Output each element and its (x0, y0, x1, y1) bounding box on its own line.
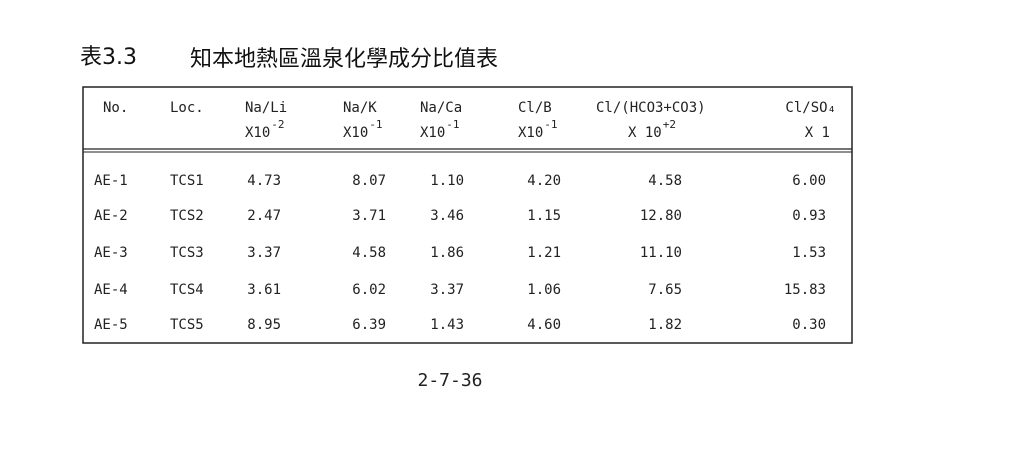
column-header: Na/K (343, 100, 377, 116)
cell-value: 1.21 (527, 245, 561, 261)
column-header: Na/Ca (420, 100, 462, 116)
cell-value: 4.20 (527, 173, 561, 189)
cell-value: 1.53 (792, 245, 826, 261)
cell-value: 3.37 (430, 282, 464, 298)
cell-value: 7.65 (648, 282, 682, 298)
cell-value: 1.10 (430, 173, 464, 189)
row-label: AE-3 (94, 245, 128, 261)
row-label: AE-1 (94, 173, 128, 189)
row-label: TCS1 (170, 173, 204, 189)
cell-value: 4.58 (352, 245, 386, 261)
column-exponent: -1 (544, 118, 557, 131)
cell-value: 6.39 (352, 317, 386, 333)
column-header: Loc. (170, 100, 204, 116)
cell-value: 1.86 (430, 245, 464, 261)
cell-value: 1.82 (648, 317, 682, 333)
column-exponent: +2 (663, 118, 676, 131)
table-number: 表3.3 (80, 45, 137, 70)
cell-value: 8.95 (247, 317, 281, 333)
table-title: 知本地熱區溫泉化學成分比值表 (190, 47, 498, 72)
row-label: AE-4 (94, 282, 128, 298)
column-header: Cl/(HCO3+CO3) (596, 100, 706, 116)
cell-value: 4.73 (247, 173, 281, 189)
column-header: No. (103, 100, 128, 116)
row-label: TCS5 (170, 317, 204, 333)
cell-value: 0.93 (792, 208, 826, 224)
cell-value: 11.10 (640, 245, 682, 261)
column-scale: X10 (420, 125, 445, 141)
cell-value: 2.47 (247, 208, 281, 224)
cell-value: 15.83 (784, 282, 826, 298)
cell-value: 3.71 (352, 208, 386, 224)
cell-value: 0.30 (792, 317, 826, 333)
cell-value: 1.15 (527, 208, 561, 224)
row-label: TCS2 (170, 208, 204, 224)
row-label: TCS4 (170, 282, 204, 298)
cell-value: 1.43 (430, 317, 464, 333)
cell-value: 6.00 (792, 173, 826, 189)
column-exponent: -2 (271, 118, 284, 131)
column-header: Cl/SO₄ (785, 100, 836, 116)
page-number: 2-7-36 (417, 370, 482, 391)
column-header: Cl/B (518, 100, 552, 116)
row-label: AE-2 (94, 208, 128, 224)
column-scale: X10 (343, 125, 368, 141)
cell-value: 8.07 (352, 173, 386, 189)
cell-value: 4.60 (527, 317, 561, 333)
column-scale: X10 (518, 125, 543, 141)
cell-value: 1.06 (527, 282, 561, 298)
row-label: AE-5 (94, 317, 128, 333)
column-scale: X10 (245, 125, 270, 141)
cell-value: 3.61 (247, 282, 281, 298)
cell-value: 12.80 (640, 208, 682, 224)
cell-value: 6.02 (352, 282, 386, 298)
cell-value: 3.46 (430, 208, 464, 224)
column-scale: X 10 (628, 125, 662, 141)
table-border (82, 86, 853, 344)
column-header: Na/Li (245, 100, 287, 116)
column-scale: X 1 (805, 125, 830, 141)
cell-value: 3.37 (247, 245, 281, 261)
column-exponent: -1 (369, 118, 382, 131)
row-label: TCS3 (170, 245, 204, 261)
cell-value: 4.58 (648, 173, 682, 189)
column-exponent: -1 (446, 118, 459, 131)
